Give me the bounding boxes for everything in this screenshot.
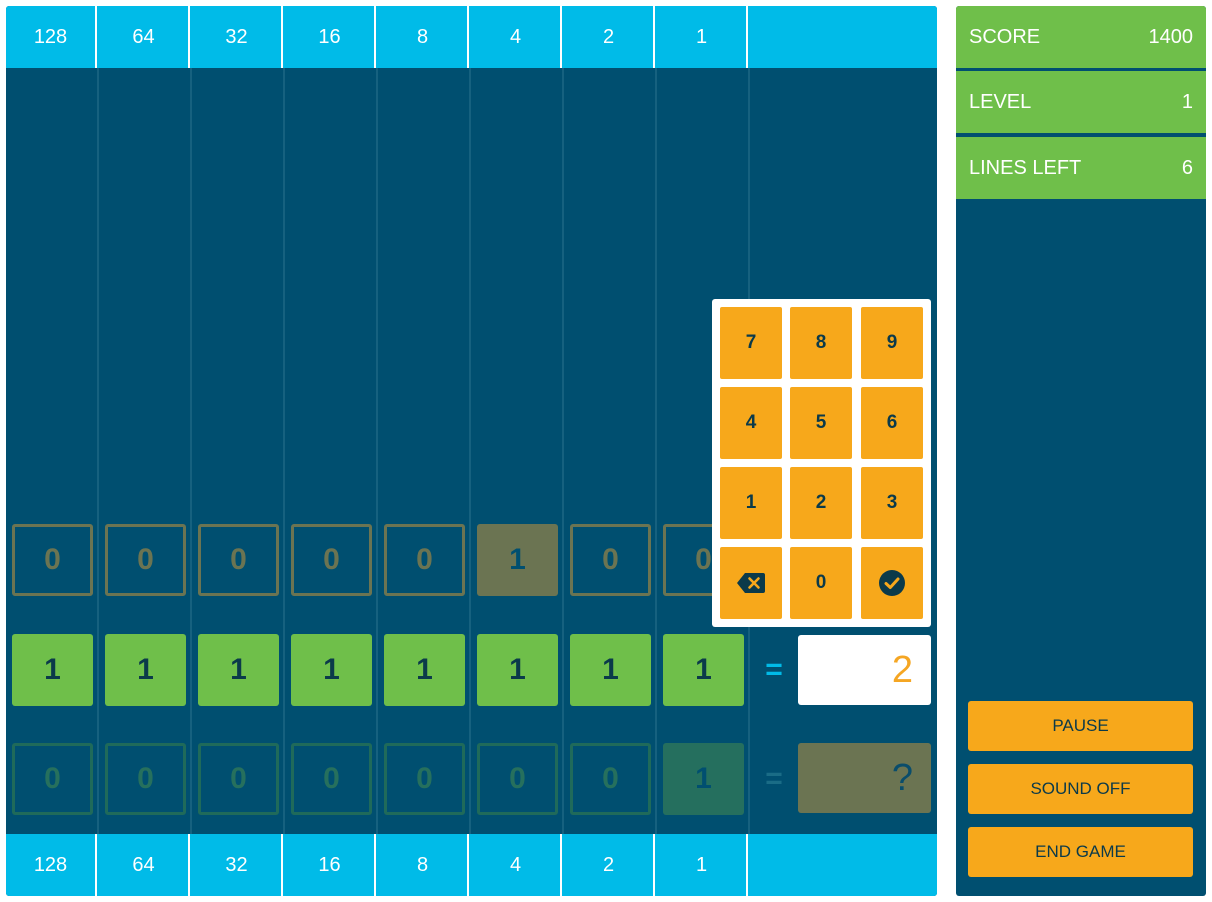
bit-header-top: 128 64 32 16 8 4 2 1 (6, 6, 937, 68)
backspace-icon (737, 573, 765, 593)
bit-cell: 0 (291, 524, 372, 596)
bit-cell: 0 (12, 743, 93, 815)
pause-button[interactable]: PAUSE (968, 701, 1193, 751)
equals-sign: = (765, 762, 783, 795)
score-value: 1400 (1148, 25, 1194, 48)
confirm-button[interactable] (861, 547, 923, 619)
bit-cell: 1 (663, 743, 744, 815)
bit-cell: 0 (105, 743, 186, 815)
score-panel: SCORE 1400 (956, 6, 1206, 68)
lines-left-panel: LINES LEFT 6 (956, 137, 1206, 199)
bit-cell: 0 (384, 524, 465, 596)
bit-header-64: 64 (99, 6, 190, 68)
key-3[interactable]: 3 (861, 467, 923, 539)
check-circle-icon (879, 570, 905, 596)
bit-header-16: 16 (285, 834, 376, 896)
game-board: 128 64 32 16 8 4 2 1 0 0 0 0 0 1 0 0 1 1… (6, 6, 937, 896)
numeric-keypad: 7 8 9 4 5 6 1 2 3 0 (712, 299, 931, 627)
bit-header-128: 128 (6, 834, 97, 896)
bit-header-64: 64 (99, 834, 190, 896)
column-divider (655, 68, 657, 834)
column-divider (469, 68, 471, 834)
bit-header-32: 32 (192, 834, 283, 896)
column-divider (562, 68, 564, 834)
bit-toggle[interactable]: 1 (477, 634, 558, 706)
bit-header-32: 32 (192, 6, 283, 68)
key-7[interactable]: 7 (720, 307, 782, 379)
bit-cell: 0 (198, 743, 279, 815)
sound-toggle-button[interactable]: SOUND OFF (968, 764, 1193, 814)
bit-toggle[interactable]: 1 (291, 634, 372, 706)
bit-cell: 0 (198, 524, 279, 596)
key-5[interactable]: 5 (790, 387, 852, 459)
bit-toggle[interactable]: 1 (384, 634, 465, 706)
bit-cell: 0 (12, 524, 93, 596)
key-4[interactable]: 4 (720, 387, 782, 459)
key-0[interactable]: 0 (790, 547, 852, 619)
bit-header-1: 1 (657, 6, 748, 68)
bit-header-2: 2 (564, 6, 655, 68)
sidebar: SCORE 1400 LEVEL 1 LINES LEFT 6 PAUSE SO… (956, 6, 1206, 896)
column-divider (190, 68, 192, 834)
bit-header-4: 4 (471, 6, 562, 68)
bit-header-8: 8 (378, 834, 469, 896)
bit-header-bottom: 128 64 32 16 8 4 2 1 (6, 834, 937, 896)
level-panel: LEVEL 1 (956, 71, 1206, 133)
score-label: SCORE (969, 25, 1041, 48)
bit-toggle[interactable]: 1 (663, 634, 744, 706)
lines-left-value: 6 (1181, 156, 1193, 179)
bit-cell: 0 (291, 743, 372, 815)
bit-toggle[interactable]: 1 (198, 634, 279, 706)
key-8[interactable]: 8 (790, 307, 852, 379)
bit-cell: 0 (570, 524, 651, 596)
column-divider (283, 68, 285, 834)
bit-toggle[interactable]: 1 (570, 634, 651, 706)
bit-cell: 0 (105, 524, 186, 596)
bit-cell: 0 (570, 743, 651, 815)
end-game-button[interactable]: END GAME (968, 827, 1193, 877)
key-1[interactable]: 1 (720, 467, 782, 539)
bit-header-1: 1 (657, 834, 748, 896)
bit-cell: 0 (477, 743, 558, 815)
key-2[interactable]: 2 (790, 467, 852, 539)
equals-sign: = (765, 653, 783, 686)
answer-display: 2 (798, 635, 931, 705)
bit-cell: 0 (384, 743, 465, 815)
key-9[interactable]: 9 (861, 307, 923, 379)
bit-header-128: 128 (6, 6, 97, 68)
lines-left-label: LINES LEFT (969, 156, 1082, 179)
bit-header-16: 16 (285, 6, 376, 68)
bit-header-4: 4 (471, 834, 562, 896)
bit-header-2: 2 (564, 834, 655, 896)
level-label: LEVEL (969, 90, 1032, 113)
key-6[interactable]: 6 (861, 387, 923, 459)
bit-toggle[interactable]: 1 (12, 634, 93, 706)
column-divider (97, 68, 99, 834)
bit-toggle[interactable]: 1 (105, 634, 186, 706)
bit-cell: 1 (477, 524, 558, 596)
answer-pending: ? (798, 743, 931, 813)
bit-header-8: 8 (378, 6, 469, 68)
level-value: 1 (1181, 90, 1193, 113)
backspace-button[interactable] (720, 547, 782, 619)
column-divider (376, 68, 378, 834)
